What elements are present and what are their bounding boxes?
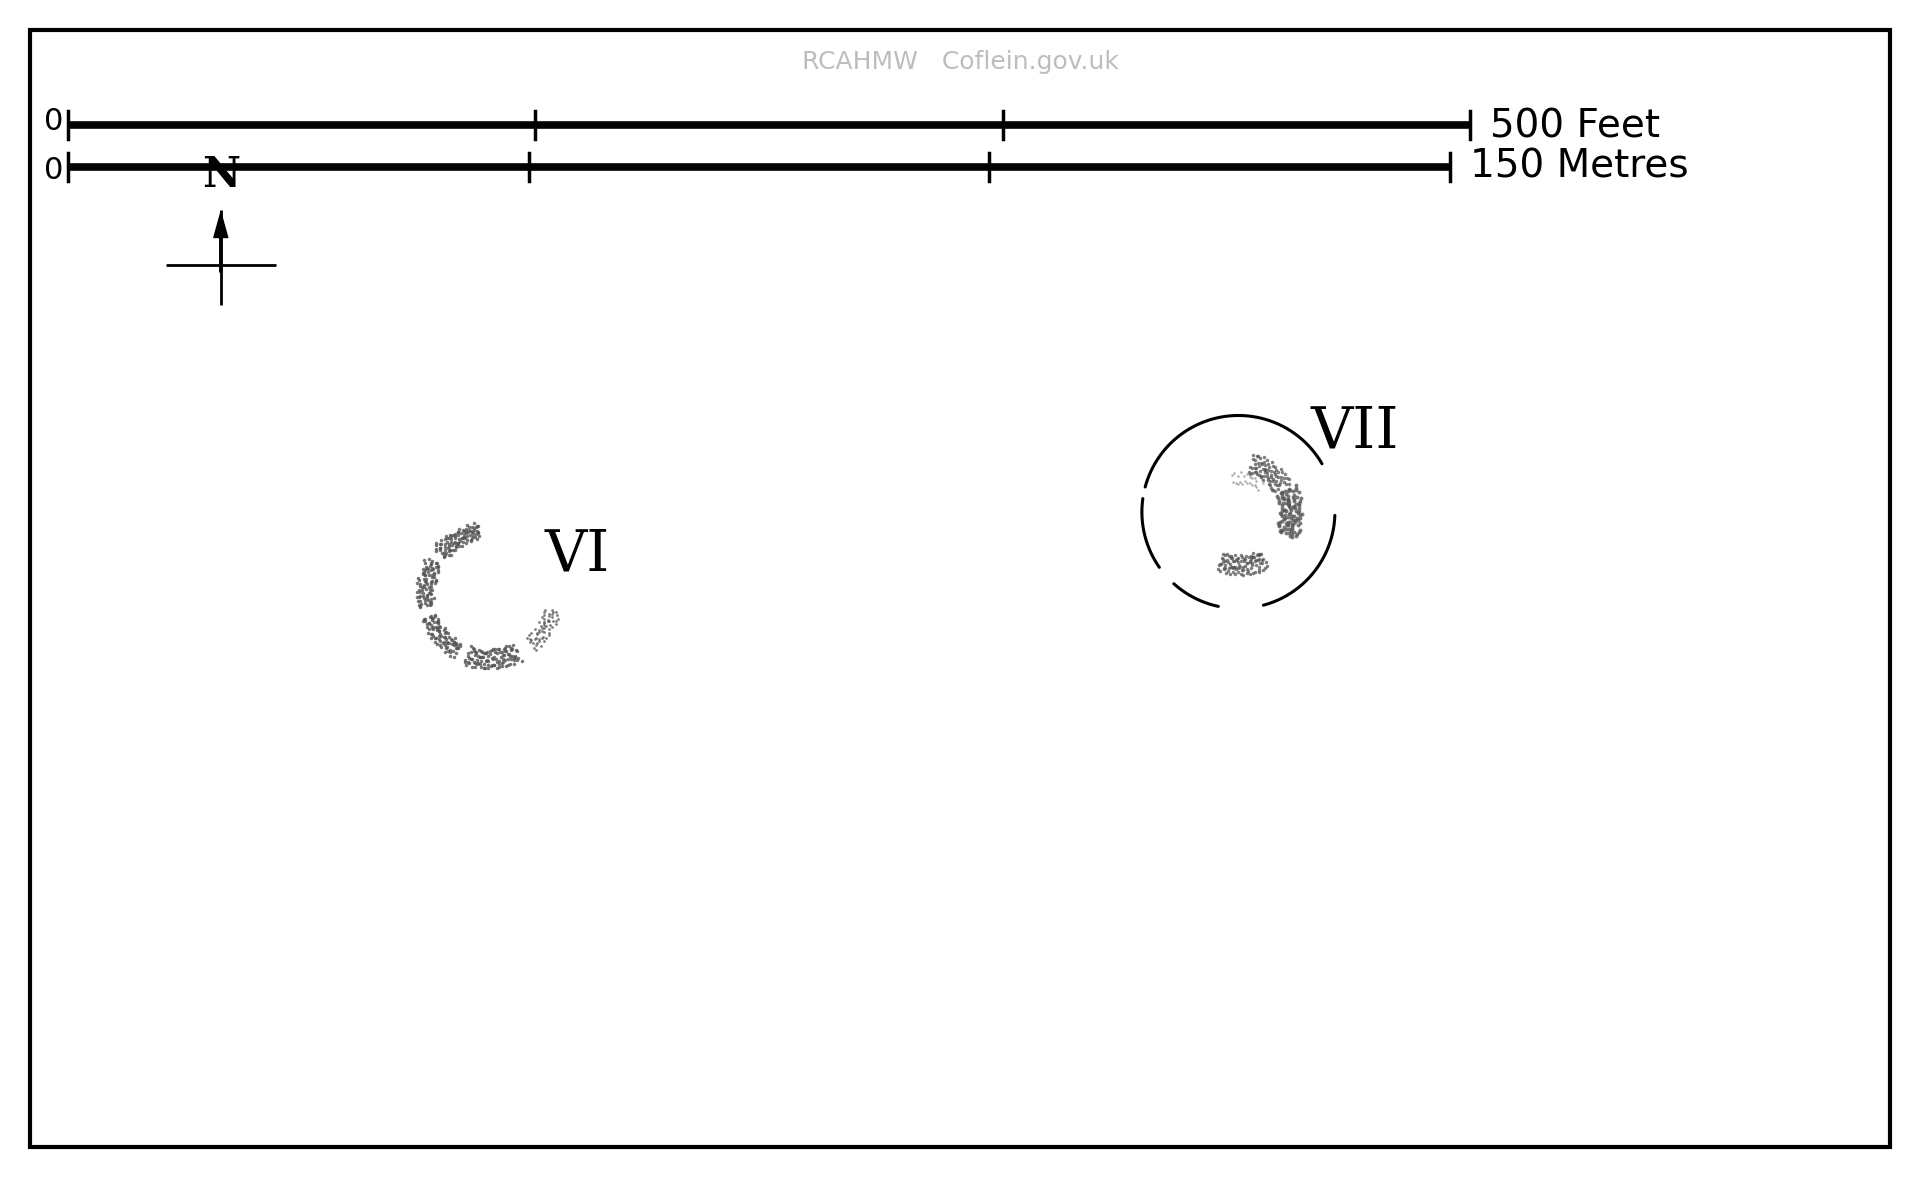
Text: VI: VI <box>545 526 611 583</box>
Text: 150 Metres: 150 Metres <box>1471 147 1688 185</box>
Text: VII: VII <box>1309 404 1400 460</box>
Text: 500 Feet: 500 Feet <box>1490 107 1661 145</box>
Text: N: N <box>202 154 240 195</box>
Text: 0: 0 <box>44 157 63 185</box>
Text: 0: 0 <box>44 107 63 137</box>
Text: RCAHMW   Coflein.gov.uk: RCAHMW Coflein.gov.uk <box>801 49 1119 74</box>
FancyArrowPatch shape <box>213 213 228 272</box>
